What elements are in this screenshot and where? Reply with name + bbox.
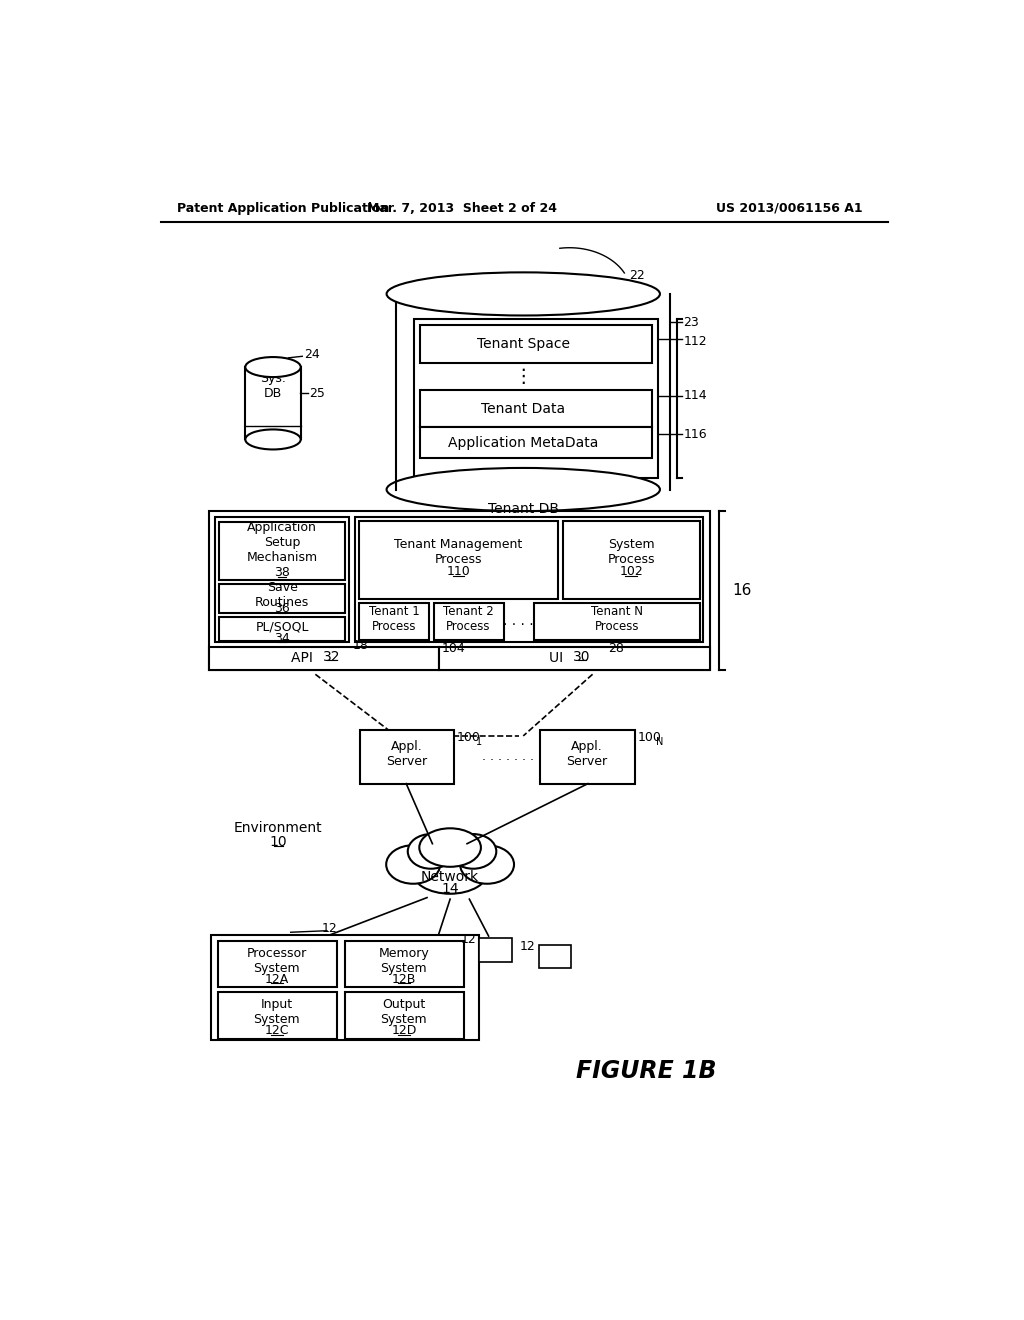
Text: 12A: 12A xyxy=(265,973,289,986)
Ellipse shape xyxy=(387,272,659,315)
Text: 34: 34 xyxy=(274,631,290,644)
Text: FIGURE 1B: FIGURE 1B xyxy=(577,1059,717,1082)
Bar xyxy=(535,603,700,640)
Bar xyxy=(215,517,349,642)
Text: 32: 32 xyxy=(323,649,340,664)
Text: 30: 30 xyxy=(573,649,591,664)
Text: 12: 12 xyxy=(461,933,476,945)
Bar xyxy=(211,935,478,1040)
Text: 114: 114 xyxy=(683,389,707,403)
Ellipse shape xyxy=(408,834,454,869)
Bar xyxy=(420,325,652,363)
Text: Application
Setup
Mechanism: Application Setup Mechanism xyxy=(247,521,317,564)
Text: Appl.
Server: Appl. Server xyxy=(386,739,428,768)
Text: N: N xyxy=(656,737,664,747)
Text: 112: 112 xyxy=(683,335,707,348)
Text: 14: 14 xyxy=(441,882,459,896)
Text: 28: 28 xyxy=(607,643,624,656)
Text: Processor
System: Processor System xyxy=(247,946,307,974)
Text: 102: 102 xyxy=(620,565,643,578)
Bar xyxy=(359,521,558,599)
Text: Tenant 2
Process: Tenant 2 Process xyxy=(443,605,494,632)
Text: 110: 110 xyxy=(446,565,470,578)
Text: 23: 23 xyxy=(683,315,699,329)
Ellipse shape xyxy=(419,829,481,867)
Text: 12C: 12C xyxy=(264,1024,289,1038)
Text: 100: 100 xyxy=(457,731,481,744)
Bar xyxy=(414,318,658,478)
Bar xyxy=(219,521,345,581)
Ellipse shape xyxy=(412,847,488,894)
Bar xyxy=(434,603,504,640)
Text: 16: 16 xyxy=(733,583,752,598)
Text: Appl.
Server: Appl. Server xyxy=(566,739,607,768)
Bar xyxy=(219,585,345,612)
Text: 10: 10 xyxy=(269,836,287,849)
Text: 104: 104 xyxy=(442,643,466,656)
Text: System
Process: System Process xyxy=(607,537,654,566)
Ellipse shape xyxy=(246,429,301,449)
Text: 36: 36 xyxy=(274,602,290,615)
Text: PL/SOQL: PL/SOQL xyxy=(256,620,309,634)
Ellipse shape xyxy=(387,469,659,511)
Text: Mar. 7, 2013  Sheet 2 of 24: Mar. 7, 2013 Sheet 2 of 24 xyxy=(367,202,557,215)
Bar xyxy=(217,941,337,987)
Bar xyxy=(217,993,337,1039)
Text: . . . .: . . . . xyxy=(504,614,534,628)
Text: 12D: 12D xyxy=(391,1024,417,1038)
Bar xyxy=(359,603,429,640)
Text: . . . . . . .: . . . . . . . xyxy=(482,750,534,763)
Text: Network: Network xyxy=(421,870,479,884)
Bar xyxy=(209,511,710,671)
Bar xyxy=(541,730,635,784)
Ellipse shape xyxy=(386,845,440,884)
Bar xyxy=(420,391,652,428)
Text: 25: 25 xyxy=(309,387,325,400)
Bar xyxy=(360,730,454,784)
Text: 116: 116 xyxy=(683,428,707,441)
Text: Tenant 1
Process: Tenant 1 Process xyxy=(369,605,419,632)
Text: Tenant DB: Tenant DB xyxy=(487,502,559,516)
Bar xyxy=(562,521,700,599)
Text: Tenant Management
Process: Tenant Management Process xyxy=(394,537,522,566)
Text: API: API xyxy=(292,651,317,665)
Text: US 2013/0061156 A1: US 2013/0061156 A1 xyxy=(716,202,862,215)
Text: 22: 22 xyxy=(630,269,645,282)
Bar xyxy=(345,941,464,987)
Text: 100: 100 xyxy=(638,731,662,744)
Ellipse shape xyxy=(460,845,514,884)
Text: Application MetaData: Application MetaData xyxy=(449,436,598,450)
Text: ⋮: ⋮ xyxy=(513,367,534,385)
Ellipse shape xyxy=(246,358,301,378)
Text: Input
System: Input System xyxy=(254,998,300,1027)
Text: Tenant N
Process: Tenant N Process xyxy=(591,605,643,632)
Bar xyxy=(539,945,571,969)
Bar xyxy=(345,993,464,1039)
Text: 1: 1 xyxy=(475,737,481,747)
Text: 24: 24 xyxy=(304,348,319,362)
Text: Environment: Environment xyxy=(234,821,323,836)
Text: Tenant Data: Tenant Data xyxy=(481,401,565,416)
Text: Tenant Space: Tenant Space xyxy=(477,337,569,351)
Bar xyxy=(479,937,512,962)
Text: Save
Routines: Save Routines xyxy=(255,581,309,609)
Bar xyxy=(438,647,710,671)
Text: 12: 12 xyxy=(520,940,536,953)
Text: 12: 12 xyxy=(322,921,337,935)
Text: UI: UI xyxy=(550,651,568,665)
Bar xyxy=(355,517,703,642)
Text: Output
System: Output System xyxy=(381,998,427,1027)
Bar xyxy=(420,428,652,458)
Text: 18: 18 xyxy=(352,639,369,652)
Text: 38: 38 xyxy=(274,566,290,579)
Bar xyxy=(209,647,438,671)
Bar xyxy=(219,616,345,642)
Text: Memory
System: Memory System xyxy=(379,946,429,974)
Text: Patent Application Publication: Patent Application Publication xyxy=(177,202,389,215)
Text: 12B: 12B xyxy=(392,973,416,986)
Text: Sys.
DB: Sys. DB xyxy=(260,371,286,400)
Ellipse shape xyxy=(451,834,497,869)
